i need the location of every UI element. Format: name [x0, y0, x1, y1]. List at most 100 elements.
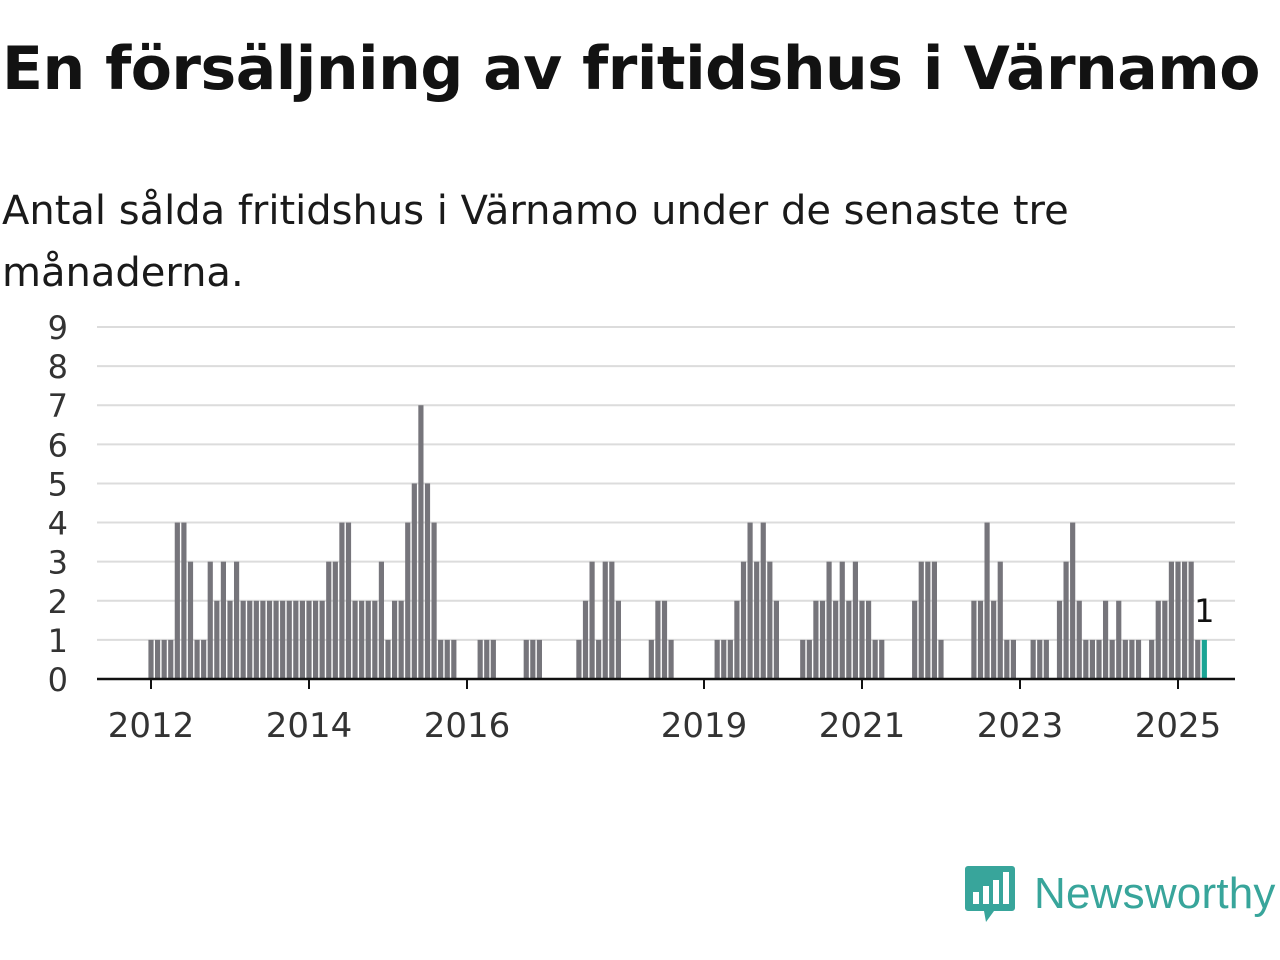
x-tick-label: 2019	[661, 706, 748, 746]
bar	[1070, 522, 1076, 679]
bar	[523, 639, 529, 679]
bar	[1010, 639, 1016, 679]
bar	[991, 600, 997, 679]
bar	[201, 639, 207, 679]
bar	[1096, 639, 1102, 679]
chart-subtitle: Antal sålda fritidshus i Värnamo under d…	[2, 188, 1069, 296]
bar	[1168, 561, 1174, 679]
bar	[931, 561, 937, 679]
bar	[1089, 639, 1095, 679]
bar	[727, 639, 733, 679]
bar	[819, 600, 826, 679]
newsworthy-logo-icon	[965, 866, 1015, 922]
bar	[609, 561, 615, 679]
bar	[391, 600, 398, 679]
bar	[168, 639, 174, 679]
bar	[536, 639, 542, 679]
bar	[418, 405, 424, 679]
bar	[912, 600, 918, 679]
bar	[1102, 600, 1109, 679]
bar	[490, 639, 496, 679]
x-tick-label: 2023	[977, 706, 1064, 746]
bar	[207, 561, 213, 679]
data-labels: 1	[1191, 589, 1217, 633]
bar	[1122, 639, 1128, 679]
bar	[879, 639, 885, 679]
bar	[661, 600, 668, 679]
bar	[187, 561, 194, 679]
x-tick-label: 2021	[819, 706, 906, 746]
bar	[451, 639, 457, 679]
bar	[148, 639, 154, 679]
bar	[477, 639, 483, 679]
bar	[1181, 561, 1188, 679]
bar	[293, 600, 299, 679]
bar	[260, 600, 266, 679]
y-tick-label: 5	[48, 465, 68, 503]
bar	[865, 600, 872, 679]
bar	[332, 561, 338, 679]
y-tick-label: 3	[48, 544, 68, 582]
bar-highlight	[1201, 639, 1207, 679]
gridlines	[97, 326, 1235, 641]
bar	[714, 639, 720, 679]
bars	[148, 405, 1207, 679]
bar	[1056, 600, 1063, 679]
bar	[852, 561, 858, 679]
brand-name: Newsworthy	[1034, 869, 1276, 918]
bar	[253, 600, 259, 679]
bar	[1129, 639, 1135, 679]
bar	[345, 522, 352, 679]
bar	[220, 561, 226, 679]
bar	[971, 600, 977, 679]
bar	[398, 600, 404, 679]
bar	[273, 600, 279, 679]
bar	[734, 600, 740, 679]
bar	[1135, 639, 1142, 679]
bar	[596, 639, 602, 679]
x-tick-label: 2014	[266, 706, 353, 746]
y-tick-label: 1	[48, 622, 68, 660]
bar	[984, 522, 990, 679]
bar	[1195, 639, 1201, 679]
bar	[444, 639, 450, 679]
bar	[773, 600, 779, 679]
y-tick-label: 0	[48, 661, 68, 699]
bar	[372, 600, 378, 679]
bar	[655, 600, 661, 679]
bar	[365, 600, 371, 679]
bar	[740, 561, 747, 679]
y-tick-label: 7	[48, 387, 68, 425]
bar	[1155, 600, 1161, 679]
bar	[1116, 600, 1122, 679]
bar	[359, 600, 365, 679]
y-tick-label: 4	[48, 505, 68, 543]
bar	[1162, 600, 1168, 679]
bar	[306, 600, 312, 679]
bar	[1175, 561, 1181, 679]
bar	[1109, 639, 1115, 679]
bar	[326, 561, 332, 679]
bar	[938, 639, 944, 679]
bar	[181, 522, 187, 679]
bar	[385, 639, 391, 679]
data-label-last: 1	[1194, 592, 1214, 630]
bar	[1030, 639, 1036, 679]
y-tick-label: 9	[48, 309, 68, 347]
x-axis-ticks: 2012 2014 2016 2019 2021 2023 2025	[108, 679, 1221, 746]
y-tick-label: 6	[48, 426, 68, 464]
bar	[859, 600, 865, 679]
bar	[800, 639, 806, 679]
bar	[747, 522, 753, 679]
bar	[227, 600, 233, 679]
bar	[339, 522, 345, 679]
bar	[813, 600, 819, 679]
bar	[576, 639, 582, 679]
bar	[530, 639, 536, 679]
bar	[760, 522, 766, 679]
bar	[721, 639, 727, 679]
bar	[1076, 600, 1082, 679]
bar	[615, 600, 621, 679]
bar	[312, 600, 319, 679]
bar	[872, 639, 878, 679]
